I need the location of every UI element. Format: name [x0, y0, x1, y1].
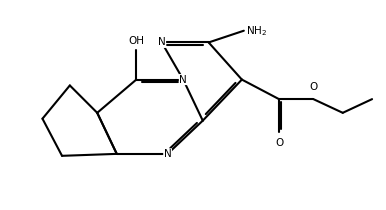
Text: OH: OH [128, 35, 144, 46]
Text: N: N [158, 37, 166, 47]
Text: NH$_2$: NH$_2$ [246, 24, 267, 38]
Text: O: O [275, 138, 283, 148]
Text: O: O [309, 82, 318, 92]
Text: N: N [179, 75, 187, 85]
Text: N: N [164, 149, 171, 159]
